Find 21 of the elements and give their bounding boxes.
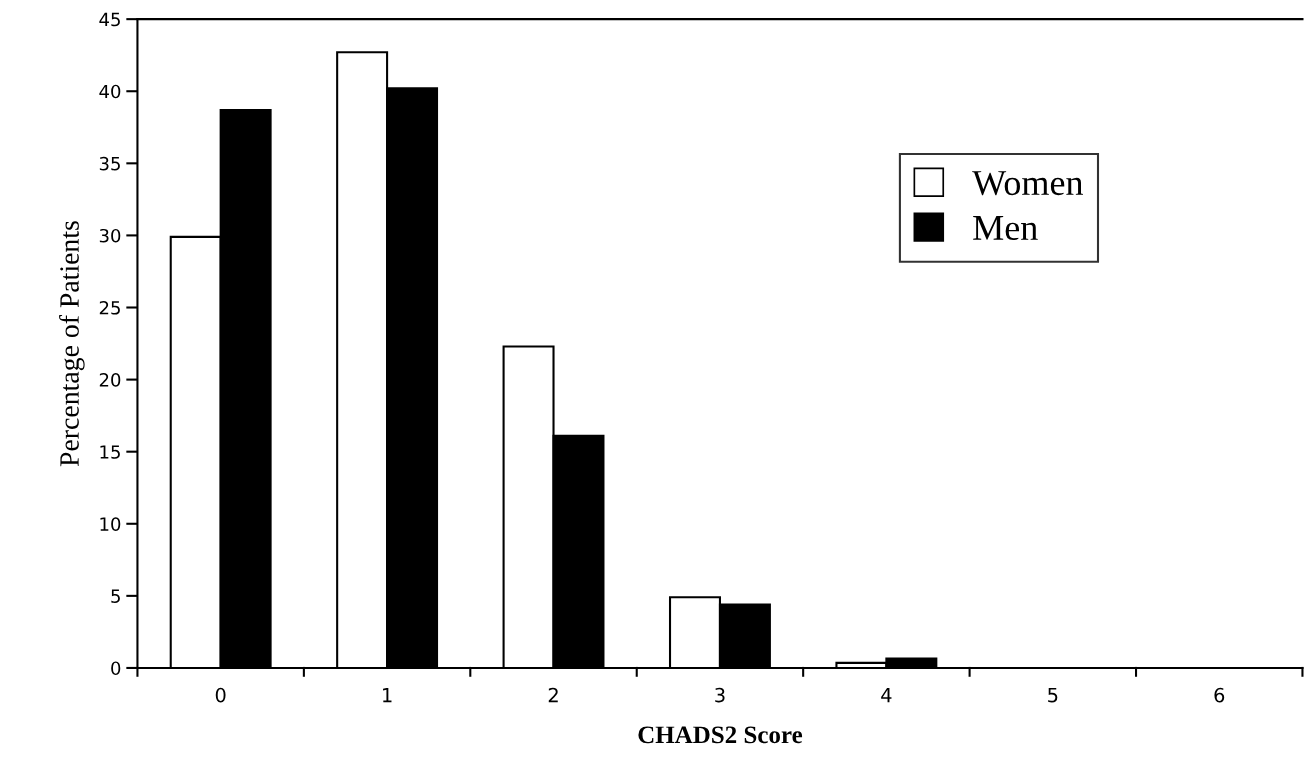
y-tick-label: 5 xyxy=(111,589,120,603)
x-tick-label: 2 xyxy=(548,687,558,703)
y-tick-label: 45 xyxy=(99,12,120,27)
legend-label: Women xyxy=(972,171,1083,196)
y-tick-label: 40 xyxy=(99,84,121,99)
x-tick-label: 3 xyxy=(715,687,725,703)
x-tick-label: 5 xyxy=(1048,687,1058,703)
legend-label: Men xyxy=(973,216,1038,241)
x-tick-label: 6 xyxy=(1214,687,1225,703)
x-axis-title: CHADS2 Score xyxy=(638,726,803,744)
x-tick-label: 0 xyxy=(215,687,226,703)
y-tick-label: 0 xyxy=(111,661,121,676)
x-tick-label: 1 xyxy=(383,687,392,703)
y-tick-label: 15 xyxy=(100,445,120,459)
y-axis-title: Percentage of Patients xyxy=(59,221,85,467)
y-tick-label: 20 xyxy=(99,373,121,387)
x-tick-label: 4 xyxy=(881,687,892,703)
y-tick-label: 10 xyxy=(100,517,121,531)
y-tick-label: 30 xyxy=(99,228,121,243)
y-tick-label: 35 xyxy=(99,156,120,171)
y-tick-label: 25 xyxy=(99,300,120,315)
